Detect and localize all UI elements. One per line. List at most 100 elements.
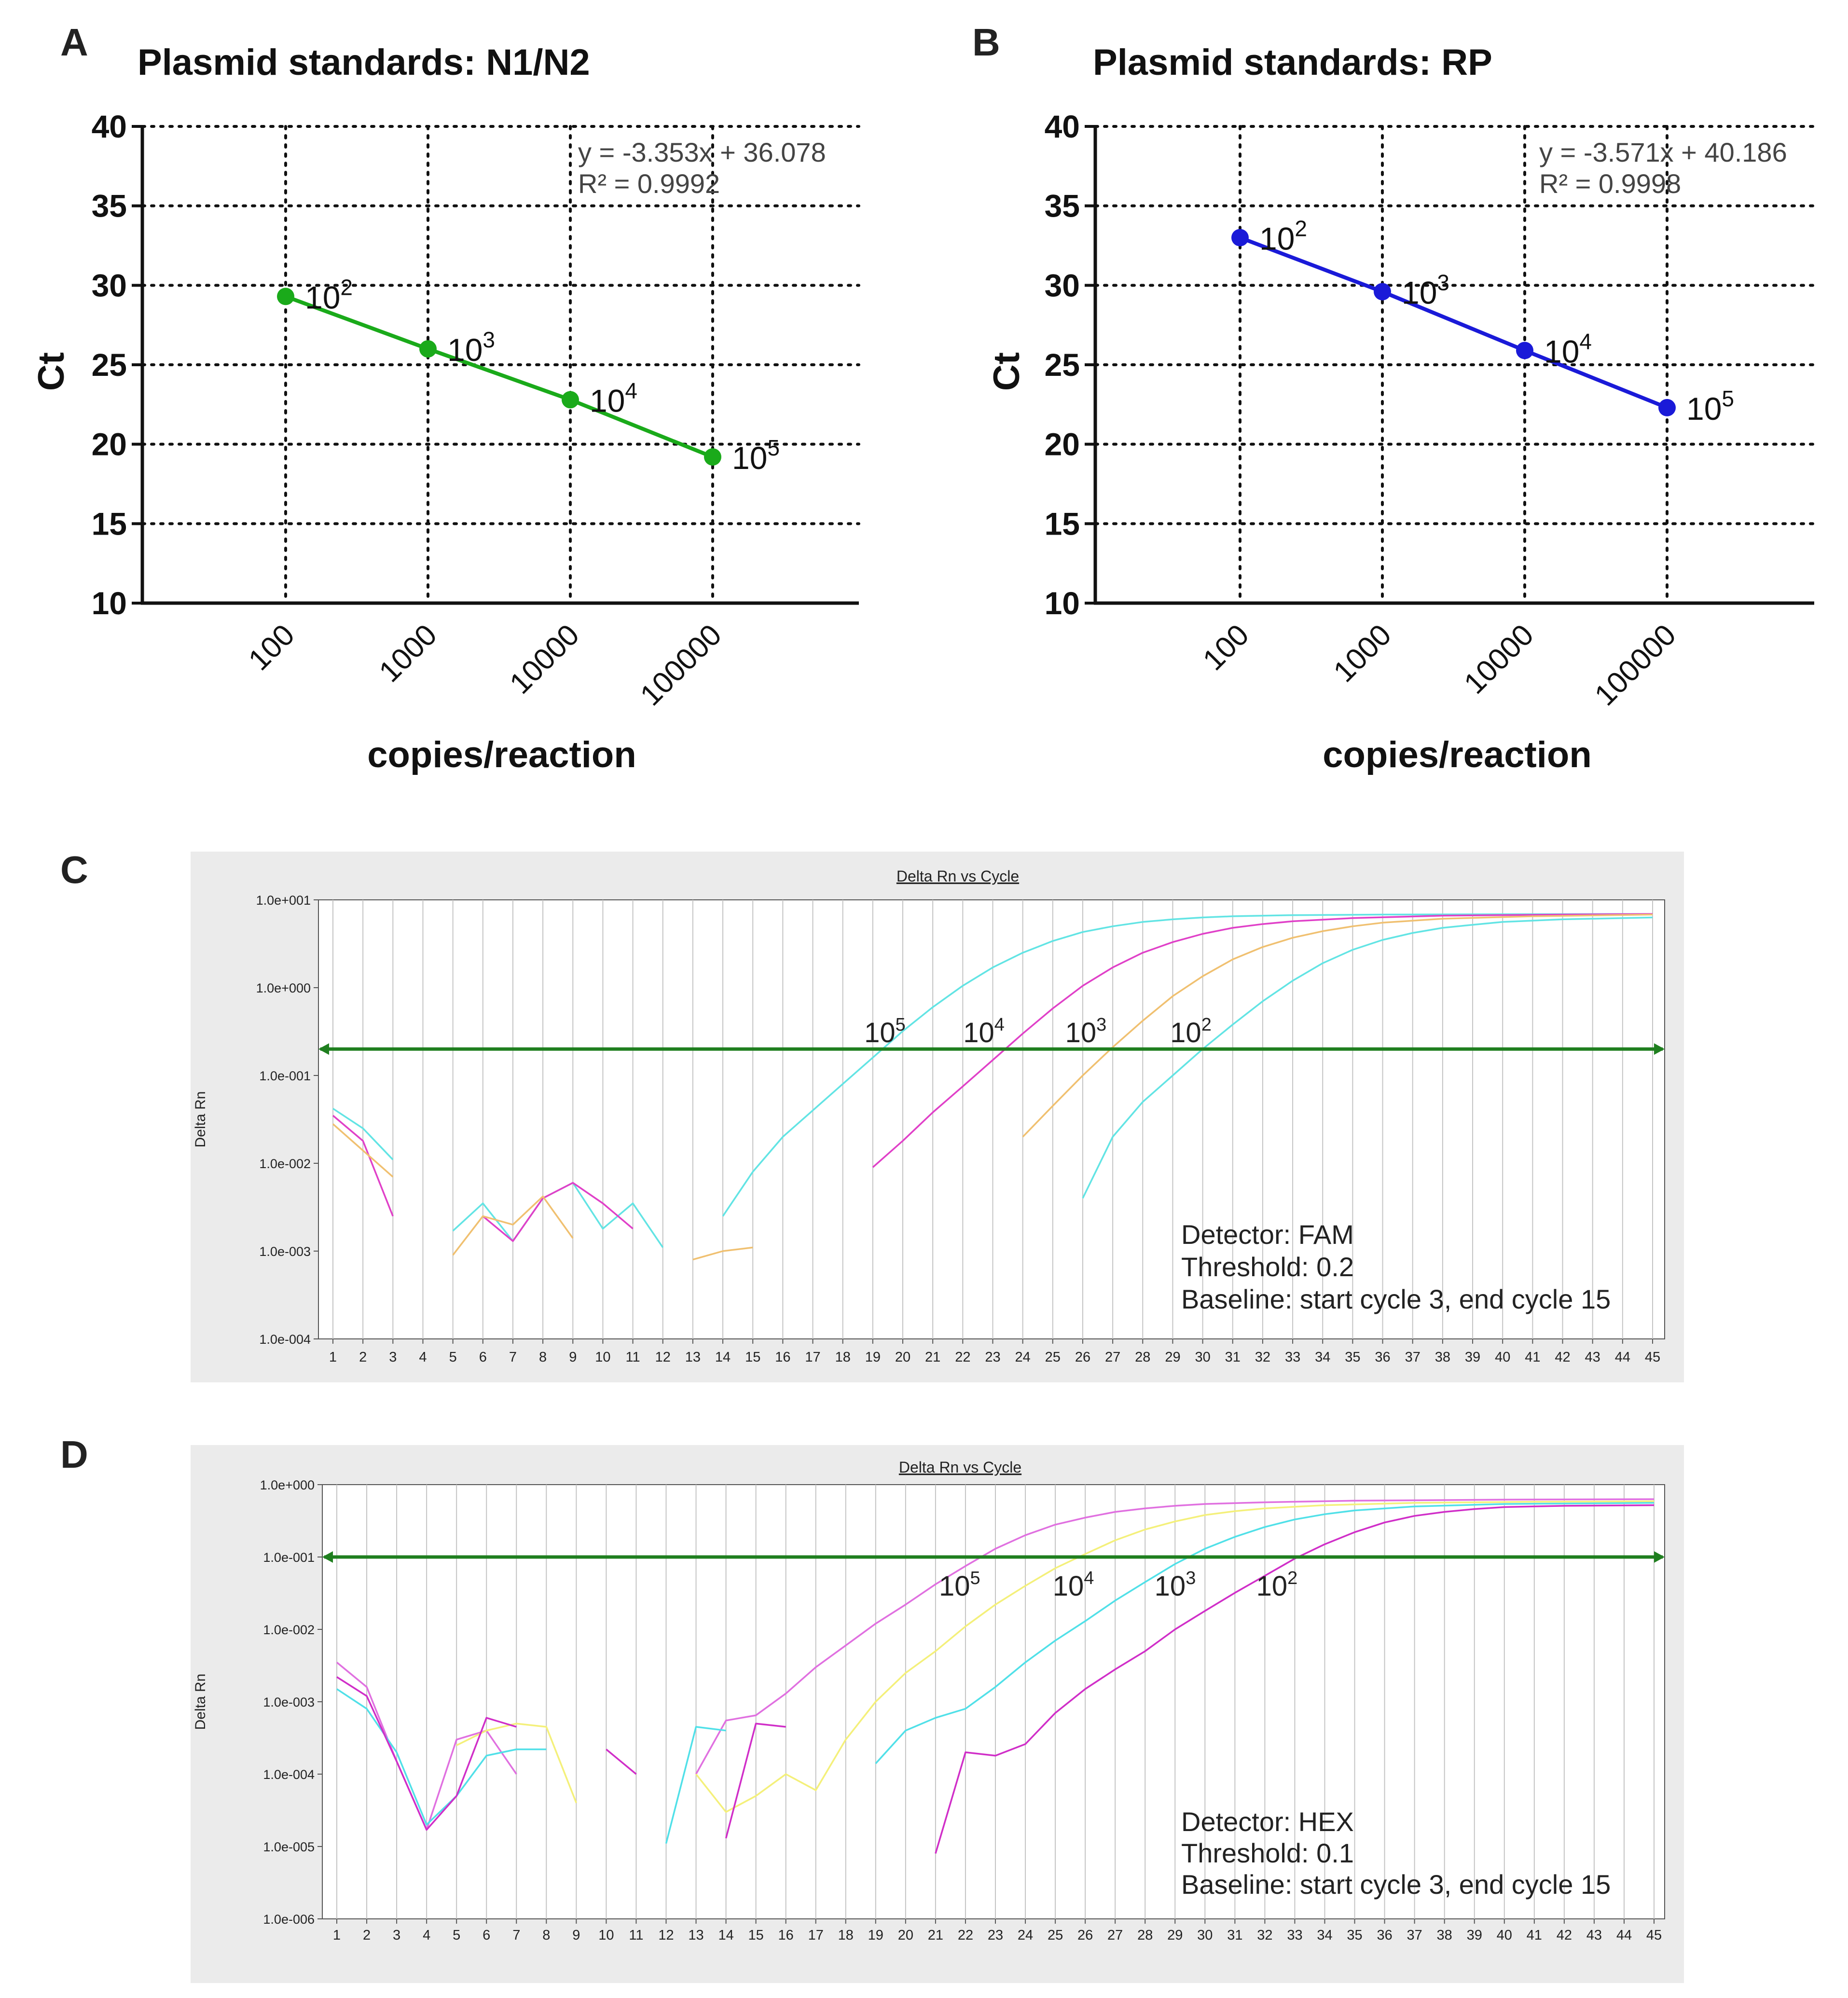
amplification-curve (935, 1504, 1655, 1854)
x-tick-label: 16 (775, 1350, 790, 1365)
y-tick-label: 1.0e-003 (259, 1244, 311, 1259)
x-tick-label: 14 (715, 1350, 731, 1365)
x-tick-label: 39 (1465, 1350, 1480, 1365)
chart-c-ylabel: Delta Rn (193, 1091, 208, 1148)
chart-b-marks: 102 103 104 105 (1231, 216, 1734, 427)
x-tick-label: 40 (1497, 1928, 1512, 1943)
y-tick-label: 1.0e-001 (263, 1550, 315, 1565)
x-tick-label: 38 (1437, 1928, 1452, 1943)
x-tick-label: 7 (509, 1350, 517, 1365)
amplification-curve (692, 1246, 753, 1261)
chart-a-xlabel: copies/reaction (367, 734, 636, 775)
x-tick-label: 7 (512, 1928, 520, 1943)
amplification-curve (332, 1115, 394, 1217)
amplification-curve (875, 1502, 1655, 1764)
panel-letter-a: A (60, 21, 88, 64)
curve-label: 105 (939, 1568, 980, 1602)
curve-label: 105 (864, 1015, 906, 1048)
x-tick-label: 41 (1527, 1928, 1542, 1943)
y-tick-label: 1.0e-003 (263, 1695, 315, 1709)
chart-d-series (336, 1498, 1655, 1854)
chart-c-note-detector: Detector: FAM (1181, 1219, 1354, 1250)
amplification-curve (482, 1182, 634, 1242)
chart-b-r2: R² = 0.9998 (1539, 168, 1681, 199)
x-tick-label: 33 (1287, 1928, 1302, 1943)
x-tick-label: 28 (1135, 1350, 1150, 1365)
amplification-curve (1082, 916, 1653, 1199)
y-tick-label: 15 (92, 506, 127, 541)
x-tick-label: 12 (658, 1928, 674, 1943)
chart-a-grid (141, 125, 860, 605)
y-tick-label: 1.0e+001 (256, 893, 311, 908)
threshold-arrow-left (318, 1043, 329, 1055)
chart-d-note-detector: Detector: HEX (1181, 1806, 1354, 1837)
panel-a: A Plasmid standards: N1/N2 10 15 20 25 30 35 4… (31, 21, 860, 775)
y-tick-label: 20 (92, 427, 127, 462)
x-tick-label: 3 (393, 1928, 400, 1943)
x-tick-label: 16 (778, 1928, 794, 1943)
x-tick-label: 22 (958, 1928, 973, 1943)
data-point (277, 288, 294, 305)
x-tick-label: 43 (1586, 1928, 1602, 1943)
x-tick-label: 28 (1137, 1928, 1153, 1943)
y-tick-label: 40 (1045, 109, 1080, 144)
x-tick-label: 45 (1645, 1350, 1660, 1365)
y-tick-label: 10 (1045, 585, 1080, 621)
point-label: 104 (1544, 329, 1592, 369)
threshold-arrow-right (1654, 1551, 1665, 1563)
x-tick-label: 13 (685, 1350, 701, 1365)
x-tick-label: 37 (1407, 1928, 1422, 1943)
x-tick-label: 41 (1525, 1350, 1540, 1365)
y-tick-label: 1.0e-004 (263, 1767, 315, 1782)
amplification-curve (332, 1123, 394, 1178)
x-tick-label: 18 (835, 1350, 851, 1365)
chart-c-ticks: 1 2 3 4 5 6 7 8 9 10 11 12 13 14 15 16 17 18 19 20 21 22 23 24 2… (256, 893, 1661, 1365)
chart-c-curvelabels: 105 104 103 102 (864, 1015, 1212, 1048)
chart-d-ticks: 1 2 3 4 5 6 7 8 9 10 11 12 13 14 15 16 17 18 19 20 21 22 23 24 2… (260, 1478, 1662, 1943)
y-tick-label: 1.0e-002 (259, 1157, 311, 1171)
x-tick-label: 24 (1018, 1928, 1033, 1943)
x-tick-label: 21 (928, 1928, 943, 1943)
data-point (419, 340, 437, 358)
x-tick-label: 12 (655, 1350, 671, 1365)
chart-d-note-baseline: Baseline: start cycle 3, end cycle 15 (1181, 1869, 1611, 1900)
x-tick-label: 23 (988, 1928, 1003, 1943)
chart-c-note-threshold: Threshold: 0.2 (1181, 1252, 1354, 1282)
x-tick-label: 27 (1107, 1928, 1123, 1943)
x-tick-label: 11 (626, 1350, 640, 1365)
chart-b-ylabel: Ct (986, 352, 1027, 391)
x-tick-label: 6 (483, 1928, 490, 1943)
x-tick-label: 15 (745, 1350, 760, 1365)
x-tick-label: 11 (629, 1928, 643, 1943)
x-tick-label: 34 (1315, 1350, 1330, 1365)
x-tick-label: 37 (1405, 1350, 1420, 1365)
x-tick-label: 36 (1375, 1350, 1390, 1365)
amplification-curve (452, 1195, 574, 1256)
x-tick-label: 1 (333, 1928, 341, 1943)
y-tick-label: 15 (1045, 506, 1080, 541)
x-tick-label: 22 (955, 1350, 970, 1365)
x-tick-label: 27 (1105, 1350, 1120, 1365)
x-tick-label: 30 (1195, 1350, 1210, 1365)
x-tick-label: 3 (389, 1350, 397, 1365)
data-point (1374, 283, 1391, 301)
point-label: 104 (590, 378, 637, 418)
x-tick-label: 21 (925, 1350, 940, 1365)
x-tick-label: 6 (479, 1350, 487, 1365)
x-tick-label: 15 (748, 1928, 764, 1943)
panel-letter-c: C (60, 848, 88, 891)
x-tick-label: 19 (865, 1350, 881, 1365)
x-tick-label: 1 (329, 1350, 337, 1365)
x-tick-label: 2 (363, 1928, 371, 1943)
chart-c-grid (332, 900, 1653, 1339)
amplification-curve (695, 1498, 1655, 1775)
x-tick-label: 38 (1435, 1350, 1450, 1365)
x-tick-label: 32 (1255, 1350, 1270, 1365)
x-tick-label: 45 (1646, 1928, 1662, 1943)
y-tick-label: 25 (1045, 347, 1080, 383)
panel-c: C Delta Rn vs Cycle 1 2 3 4 5 6 7 8 9 10 11 12 13 14 1… (60, 848, 1684, 1382)
x-tick-label: 19 (868, 1928, 883, 1943)
x-tick-label: 2 (359, 1350, 367, 1365)
panel-b: B Plasmid standards: RP 10 15 20 25 30 35 40 10… (972, 21, 1816, 775)
x-tick-label: 24 (1015, 1350, 1031, 1365)
